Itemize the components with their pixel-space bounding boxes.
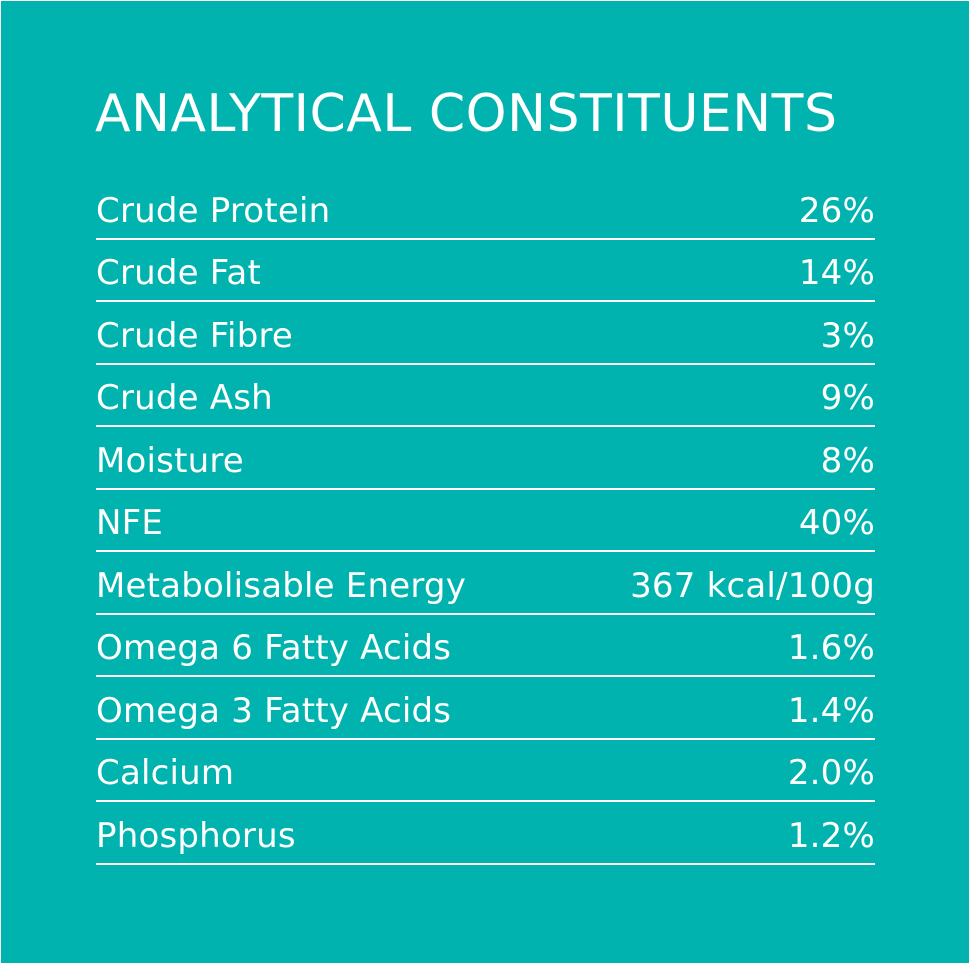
constituent-label: Crude Ash <box>96 378 273 418</box>
constituent-value: 1.2% <box>787 815 875 856</box>
constituent-value: 9% <box>820 378 875 418</box>
constituent-label: Calcium <box>96 753 235 793</box>
constituent-label: Crude Protein <box>96 190 331 231</box>
table-row: Moisture 8% <box>96 427 875 490</box>
table-row: Phosphorus 1.2% <box>96 802 875 865</box>
constituent-label: Moisture <box>96 440 244 481</box>
constituent-label: Crude Fat <box>96 253 261 293</box>
constituent-value: 367 kcal/100g <box>630 565 875 606</box>
table-row: NFE 40% <box>96 490 875 552</box>
constituent-value: 14% <box>798 253 875 293</box>
page-title: ANALYTICAL CONSTITUENTS <box>95 84 838 144</box>
constituent-label: Phosphorus <box>96 815 296 856</box>
constituent-value: 1.4% <box>787 690 875 731</box>
constituent-value: 26% <box>798 190 875 231</box>
constituent-value: 8% <box>820 440 875 481</box>
table-row: Omega 3 Fatty Acids 1.4% <box>96 677 875 740</box>
constituent-label: NFE <box>96 503 164 543</box>
table-row: Crude Fat 14% <box>96 240 875 302</box>
constituent-value: 3% <box>820 315 875 356</box>
constituent-label: Omega 3 Fatty Acids <box>96 690 452 731</box>
table-row: Omega 6 Fatty Acids 1.6% <box>96 615 875 677</box>
table-row: Crude Ash 9% <box>96 365 875 427</box>
constituent-label: Omega 6 Fatty Acids <box>96 628 452 668</box>
constituents-table: Crude Protein 26% Crude Fat 14% Crude Fi… <box>96 177 875 865</box>
constituent-value: 1.6% <box>787 628 875 668</box>
constituent-label: Metabolisable Energy <box>96 565 467 606</box>
table-row: Calcium 2.0% <box>96 740 875 802</box>
constituent-value: 40% <box>798 503 875 543</box>
table-row: Crude Protein 26% <box>96 177 875 240</box>
constituent-value: 2.0% <box>787 753 875 793</box>
constituent-label: Crude Fibre <box>96 315 294 356</box>
table-row: Metabolisable Energy 367 kcal/100g <box>96 552 875 615</box>
table-row: Crude Fibre 3% <box>96 302 875 365</box>
